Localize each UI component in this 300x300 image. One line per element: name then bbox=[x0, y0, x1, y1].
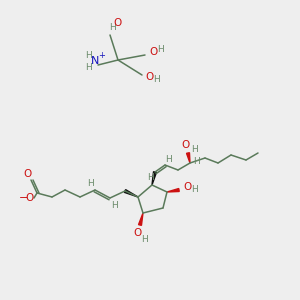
Text: H: H bbox=[157, 44, 164, 53]
Text: H: H bbox=[109, 22, 116, 32]
Text: H: H bbox=[112, 200, 118, 209]
Text: H: H bbox=[166, 154, 172, 164]
Text: H: H bbox=[87, 178, 93, 188]
Text: H: H bbox=[85, 50, 92, 59]
Text: O: O bbox=[182, 140, 190, 150]
Text: H: H bbox=[190, 145, 197, 154]
Text: O: O bbox=[149, 47, 157, 57]
Text: N: N bbox=[91, 56, 99, 66]
Text: O: O bbox=[183, 182, 191, 192]
Text: O: O bbox=[114, 18, 122, 28]
Text: O: O bbox=[146, 72, 154, 82]
Text: O: O bbox=[26, 193, 34, 203]
Polygon shape bbox=[187, 153, 190, 163]
Polygon shape bbox=[124, 190, 138, 197]
Polygon shape bbox=[139, 213, 143, 225]
Text: +: + bbox=[99, 52, 105, 61]
Text: O: O bbox=[23, 169, 31, 179]
Text: H: H bbox=[154, 76, 160, 85]
Text: O: O bbox=[133, 228, 141, 238]
Text: H: H bbox=[193, 157, 200, 166]
Text: H: H bbox=[142, 235, 148, 244]
Text: H: H bbox=[192, 185, 198, 194]
Polygon shape bbox=[167, 188, 179, 192]
Text: H: H bbox=[147, 173, 153, 182]
Text: −: − bbox=[19, 193, 29, 203]
Polygon shape bbox=[152, 172, 157, 185]
Text: H: H bbox=[85, 62, 92, 71]
